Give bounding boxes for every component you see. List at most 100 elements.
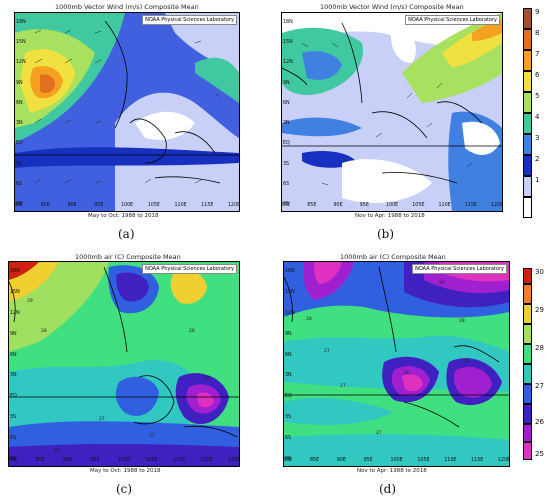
- longitude-label: 80E: [283, 458, 293, 463]
- map-frame: NOAA Physical Sciences Laboratory: [281, 12, 503, 212]
- map-frame: NOAA Physical Sciences Laboratory: [14, 12, 240, 212]
- longitude-label: 95E: [94, 203, 104, 208]
- longitude-label: 95E: [90, 458, 100, 463]
- latitude-label: 15N: [10, 289, 20, 295]
- panel-subtitle: May to Oct: 1988 to 2018: [88, 213, 159, 219]
- colorbar-segment: [523, 384, 532, 404]
- source-label: NOAA Physical Sciences Laboratory: [142, 264, 237, 274]
- latitude-label: 6S: [285, 436, 292, 442]
- contour-label: 27: [376, 430, 382, 436]
- longitude-label: 120E: [228, 203, 241, 208]
- colorbar-segment: [523, 284, 532, 304]
- latitude-label: 15N: [16, 40, 26, 46]
- colorbar-segment: [523, 92, 532, 113]
- contour-label: 27: [340, 383, 346, 389]
- panel-title: 1000mb Vector Wind (m/s) Composite Mean: [320, 3, 464, 11]
- latitude-label: 9S: [285, 457, 292, 462]
- contour-label: 26: [464, 358, 470, 364]
- colorbar-tick: 25: [535, 450, 544, 458]
- map-frame: 29 28 27 28 26 27 27 NOAA Physical Scien…: [8, 261, 240, 467]
- colorbar-tick: 9: [535, 8, 540, 16]
- latitude-label: 3S: [10, 415, 17, 421]
- latitude-label: 18N: [16, 20, 26, 25]
- contour-label: 28: [189, 328, 195, 334]
- colorbar-tick: 5: [535, 92, 540, 100]
- contour-label: 26: [404, 370, 410, 376]
- colorbar-segment: [523, 71, 532, 92]
- colorbar-tick: 27: [535, 382, 544, 390]
- latitude-label: 6S: [10, 436, 17, 442]
- source-label: NOAA Physical Sciences Laboratory: [405, 15, 500, 25]
- latitude-label: 12N: [16, 60, 26, 66]
- colorbar-segment: [523, 8, 532, 29]
- longitude-label: 105E: [145, 458, 158, 463]
- latitude-label: 3S: [16, 161, 23, 167]
- colorbar-tick: 1: [535, 176, 540, 184]
- temperature-map: 29 28 27 28 26 27 27: [9, 262, 239, 466]
- longitude-label: 90E: [67, 203, 77, 208]
- contour-label: 28: [41, 328, 47, 334]
- panel-title: 1000mb air (C) Composite Mean: [75, 253, 181, 261]
- longitude-label: 115E: [201, 203, 214, 208]
- panel-label: (a): [118, 227, 135, 241]
- latitude-label: 12N: [285, 310, 295, 316]
- longitude-label: 110E: [173, 458, 186, 463]
- contour-label: 28: [306, 316, 312, 322]
- colorbar-tick: 26: [535, 418, 544, 426]
- colorbar-segment: [523, 134, 532, 155]
- longitude-label: 110E: [174, 203, 187, 208]
- latitude-label: 15N: [285, 289, 295, 295]
- contour-label: 29: [27, 298, 33, 304]
- longitude-label: 95E: [363, 458, 373, 463]
- colorbar-segment: [523, 197, 532, 218]
- latitude-label: 18N: [283, 20, 293, 25]
- longitude-label: 105E: [412, 203, 425, 208]
- latitude-label: 6N: [10, 352, 17, 358]
- longitude-label: 95E: [359, 203, 369, 208]
- latitude-label: EQ: [283, 141, 290, 147]
- longitude-label: 105E: [417, 458, 430, 463]
- latitude-label: EQ: [16, 141, 23, 147]
- latitude-label: 12N: [10, 310, 20, 316]
- longitude-label: 100E: [118, 458, 131, 463]
- wind-map: [15, 13, 239, 211]
- latitude-label: 9S: [16, 202, 23, 207]
- latitude-label: 18N: [10, 269, 20, 274]
- contour-label: 26: [439, 280, 445, 286]
- colorbar-segment: [523, 176, 532, 197]
- latitude-label: 3N: [283, 121, 290, 127]
- colorbar-segment: [523, 268, 532, 284]
- colorbar-tick: 8: [535, 29, 540, 37]
- latitude-label: EQ: [285, 394, 292, 400]
- latitude-label: 3N: [16, 121, 23, 127]
- longitude-label: 105E: [147, 203, 160, 208]
- latitude-label: 12N: [283, 60, 293, 66]
- longitude-label: 100E: [386, 203, 399, 208]
- colorbar-segment: [523, 364, 532, 384]
- contour-label: 28: [459, 318, 465, 324]
- latitude-label: 3S: [285, 415, 292, 421]
- longitude-label: 120E: [228, 458, 241, 463]
- longitude-label: 80E: [14, 203, 24, 208]
- longitude-label: 120E: [491, 203, 504, 208]
- panel-label: (b): [377, 227, 395, 241]
- latitude-label: 3N: [285, 373, 292, 379]
- longitude-label: 90E: [336, 458, 346, 463]
- longitude-label: 85E: [307, 203, 317, 208]
- latitude-label: 6S: [16, 181, 23, 187]
- longitude-label: 100E: [390, 458, 403, 463]
- panel-subtitle: Nov to Apr: 1988 to 2018: [355, 213, 425, 219]
- latitude-label: 9N: [283, 80, 290, 86]
- longitude-label: 100E: [121, 203, 134, 208]
- panel-subtitle: Nov to Apr: 1988 to 2018: [357, 468, 427, 474]
- temperature-map: 28 26 27 27 27 26 26 28: [284, 262, 509, 466]
- colorbar-tick: 6: [535, 71, 540, 79]
- panel-subtitle: May to Oct: 1988 to 2018: [90, 468, 161, 474]
- colorbar-segment: [523, 50, 532, 71]
- contour-label: 27: [99, 416, 105, 422]
- source-label: NOAA Physical Sciences Laboratory: [412, 264, 507, 274]
- map-frame: 28 26 27 27 27 26 26 28 NOAA Physical Sc…: [283, 261, 510, 467]
- colorbar-tick: 28: [535, 344, 544, 352]
- longitude-label: 85E: [35, 458, 45, 463]
- colorbar-segment: [523, 442, 532, 460]
